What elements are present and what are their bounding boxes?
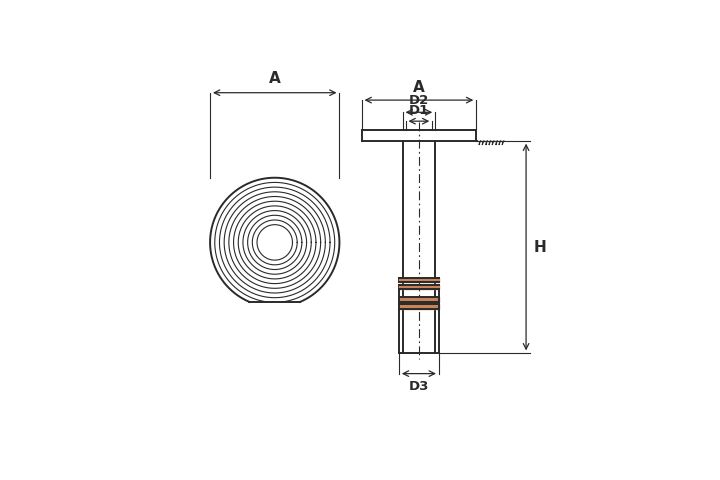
Text: D2: D2 bbox=[409, 94, 429, 107]
Text: D3: D3 bbox=[409, 380, 429, 393]
Text: A: A bbox=[413, 80, 425, 95]
Text: A: A bbox=[269, 71, 281, 86]
Text: D1: D1 bbox=[409, 104, 429, 117]
Text: H: H bbox=[534, 240, 546, 254]
